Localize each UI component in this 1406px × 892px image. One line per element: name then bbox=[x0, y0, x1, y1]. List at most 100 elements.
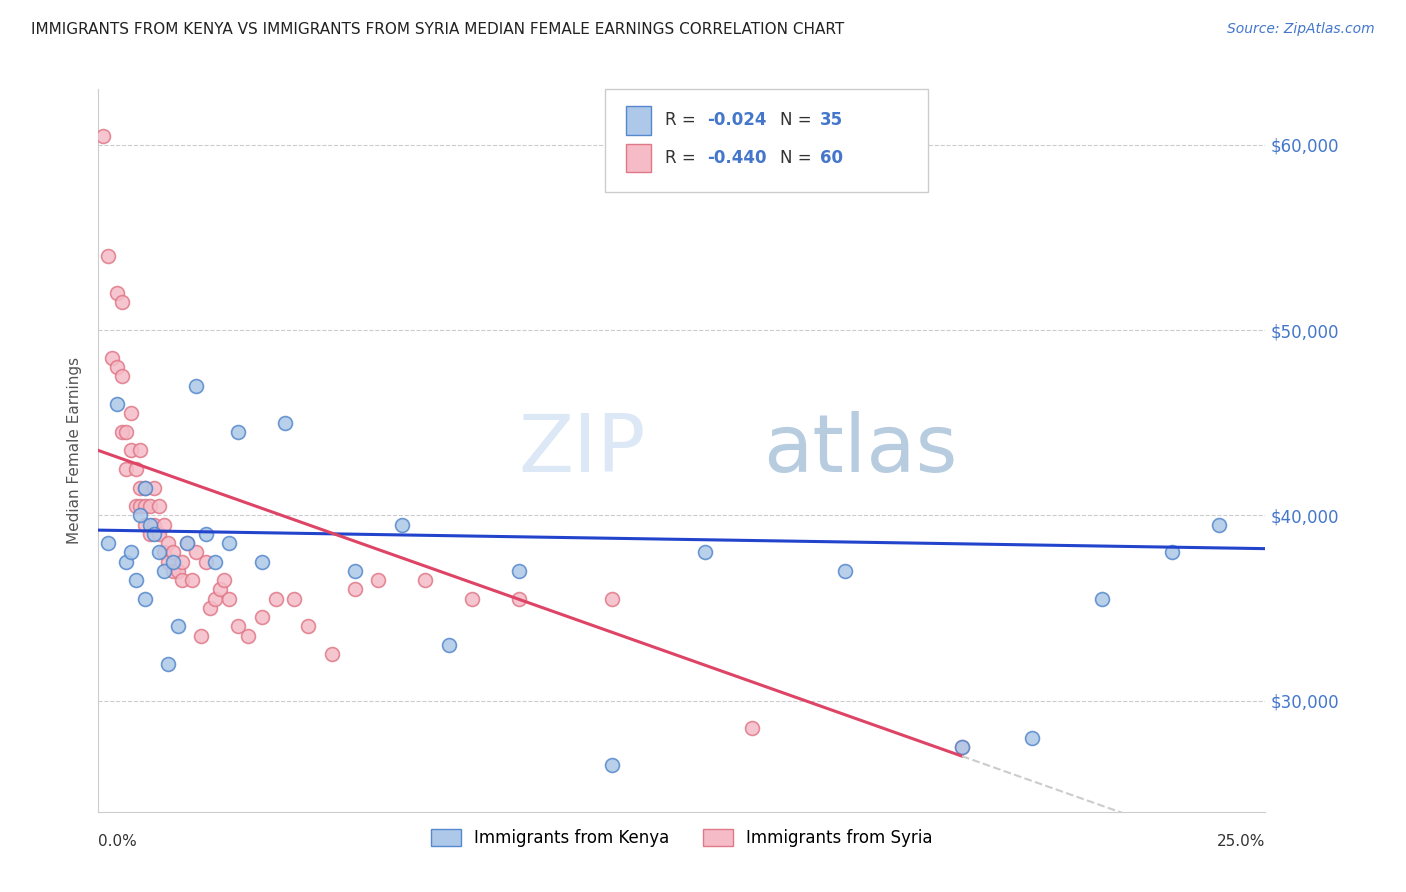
Text: atlas: atlas bbox=[763, 411, 957, 490]
Point bbox=[218, 591, 240, 606]
Point bbox=[1021, 731, 1043, 745]
Text: N =: N = bbox=[780, 112, 817, 129]
Point bbox=[600, 591, 623, 606]
Point bbox=[139, 499, 162, 513]
Point bbox=[162, 545, 184, 559]
Point bbox=[200, 601, 222, 615]
Point bbox=[228, 425, 250, 439]
Point bbox=[105, 397, 128, 411]
Point bbox=[172, 555, 194, 569]
Point bbox=[129, 481, 152, 495]
Point bbox=[461, 591, 484, 606]
Point bbox=[250, 610, 273, 624]
Point bbox=[134, 591, 156, 606]
Point bbox=[1091, 591, 1114, 606]
Legend: Immigrants from Kenya, Immigrants from Syria: Immigrants from Kenya, Immigrants from S… bbox=[425, 822, 939, 854]
Point bbox=[115, 555, 138, 569]
Point bbox=[176, 536, 198, 550]
Point bbox=[125, 573, 148, 587]
Point bbox=[250, 555, 273, 569]
Point bbox=[204, 555, 226, 569]
Point bbox=[143, 517, 166, 532]
Point bbox=[148, 545, 170, 559]
Point bbox=[194, 526, 217, 541]
Point bbox=[139, 517, 162, 532]
Point bbox=[143, 526, 166, 541]
Point bbox=[600, 758, 623, 772]
Point bbox=[344, 582, 367, 597]
Point bbox=[297, 619, 319, 633]
Point bbox=[152, 517, 174, 532]
Point bbox=[134, 499, 156, 513]
Point bbox=[190, 629, 212, 643]
Point bbox=[413, 573, 436, 587]
Text: 60: 60 bbox=[820, 149, 842, 167]
Point bbox=[437, 638, 460, 652]
Point bbox=[134, 517, 156, 532]
Point bbox=[139, 526, 162, 541]
Point bbox=[162, 564, 184, 578]
Point bbox=[157, 657, 180, 671]
Point bbox=[166, 619, 188, 633]
Point bbox=[115, 425, 138, 439]
Point bbox=[344, 564, 367, 578]
Point bbox=[228, 619, 250, 633]
Point bbox=[129, 499, 152, 513]
Point bbox=[367, 573, 389, 587]
Point bbox=[176, 536, 198, 550]
Y-axis label: Median Female Earnings: Median Female Earnings bbox=[67, 357, 83, 544]
Point bbox=[120, 443, 142, 458]
Point bbox=[1161, 545, 1184, 559]
Point bbox=[950, 739, 973, 754]
Point bbox=[1208, 517, 1230, 532]
Point bbox=[111, 425, 134, 439]
Point bbox=[152, 564, 174, 578]
Point bbox=[111, 295, 134, 310]
Point bbox=[129, 508, 152, 523]
Point bbox=[208, 582, 231, 597]
Point bbox=[134, 481, 156, 495]
Text: Source: ZipAtlas.com: Source: ZipAtlas.com bbox=[1227, 22, 1375, 37]
Point bbox=[695, 545, 717, 559]
Point bbox=[134, 481, 156, 495]
Point bbox=[157, 555, 180, 569]
Point bbox=[125, 462, 148, 476]
Point bbox=[194, 555, 217, 569]
Point bbox=[129, 443, 152, 458]
Text: R =: R = bbox=[665, 112, 702, 129]
Point bbox=[218, 536, 240, 550]
Point bbox=[157, 536, 180, 550]
Point bbox=[172, 573, 194, 587]
Point bbox=[214, 573, 236, 587]
Point bbox=[143, 481, 166, 495]
Point bbox=[508, 591, 530, 606]
Text: IMMIGRANTS FROM KENYA VS IMMIGRANTS FROM SYRIA MEDIAN FEMALE EARNINGS CORRELATIO: IMMIGRANTS FROM KENYA VS IMMIGRANTS FROM… bbox=[31, 22, 844, 37]
Point bbox=[186, 545, 208, 559]
Text: 0.0%: 0.0% bbox=[98, 834, 138, 849]
Point bbox=[204, 591, 226, 606]
Point bbox=[101, 351, 124, 365]
Text: -0.440: -0.440 bbox=[707, 149, 766, 167]
Point bbox=[834, 564, 856, 578]
Text: -0.024: -0.024 bbox=[707, 112, 766, 129]
Point bbox=[97, 536, 120, 550]
Point bbox=[111, 369, 134, 384]
Text: N =: N = bbox=[780, 149, 817, 167]
Point bbox=[148, 499, 170, 513]
Point bbox=[186, 378, 208, 392]
Point bbox=[283, 591, 305, 606]
Point bbox=[115, 462, 138, 476]
Point bbox=[97, 249, 120, 263]
Point bbox=[120, 545, 142, 559]
Point bbox=[91, 128, 114, 143]
Point bbox=[105, 285, 128, 300]
Point bbox=[264, 591, 287, 606]
Point bbox=[321, 647, 343, 661]
Point bbox=[741, 722, 763, 736]
Point bbox=[950, 739, 973, 754]
Point bbox=[508, 564, 530, 578]
Point bbox=[236, 629, 259, 643]
Point bbox=[152, 545, 174, 559]
Point bbox=[166, 564, 188, 578]
Text: 25.0%: 25.0% bbox=[1218, 834, 1265, 849]
